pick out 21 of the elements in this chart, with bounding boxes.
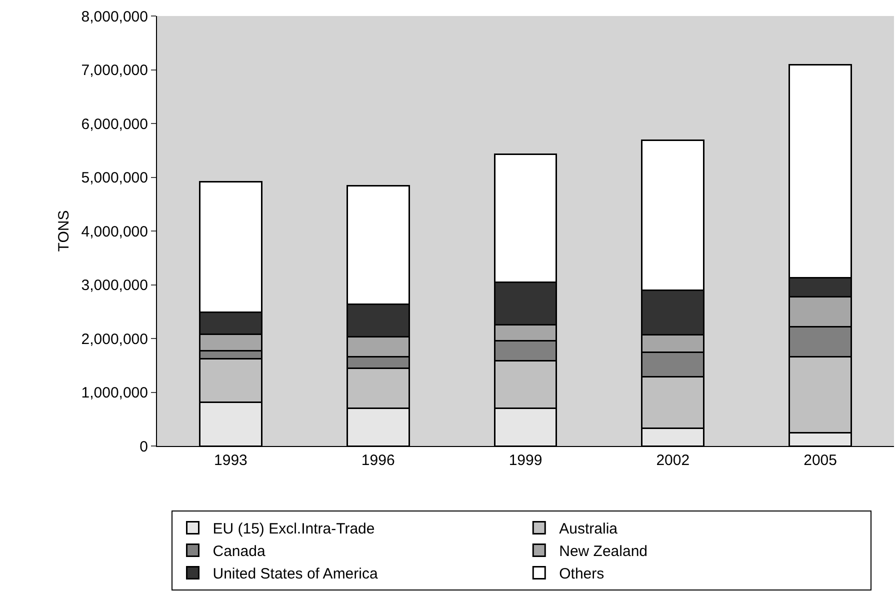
legend-label: United States of America [212, 566, 378, 583]
legend-label: EU (15) Excl.Intra-Trade [212, 520, 375, 538]
y-tick-label: 3,000,000 [81, 277, 148, 294]
y-tick-label: 1,000,000 [81, 384, 148, 402]
y-tick-label: 2,000,000 [81, 330, 148, 348]
y-tick-label: 7,000,000 [81, 62, 148, 79]
legend-label: Canada [212, 543, 266, 560]
x-tick-label: 1999 [508, 452, 542, 469]
legend-label: New Zealand [559, 543, 648, 560]
legend-label: Australia [559, 520, 618, 538]
y-axis-title: TONS [56, 210, 73, 252]
x-tick-label: 2005 [804, 452, 837, 469]
x-tick-label: 1993 [214, 452, 248, 469]
legend-label: Others [559, 566, 604, 583]
y-tick-label: 5,000,000 [81, 170, 148, 186]
y-tick-label: 0 [140, 438, 148, 456]
y-tick-label: 4,000,000 [81, 223, 148, 240]
y-tick-label: 8,000,000 [81, 8, 148, 26]
x-tick-label: 2002 [656, 452, 690, 469]
y-tick-label: 6,000,000 [81, 116, 148, 133]
x-tick-label: 1996 [361, 452, 395, 469]
